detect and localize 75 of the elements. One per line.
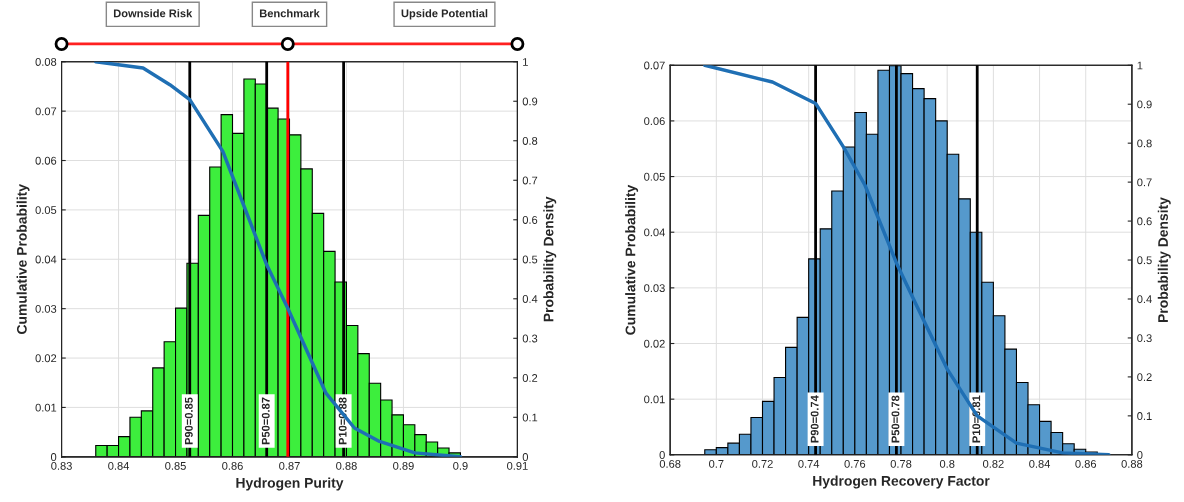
x-tick-label: 0.84 — [1029, 459, 1051, 468]
y2-tick-label: 0 — [522, 453, 529, 461]
y2-axis-title: Probability Density — [543, 196, 557, 322]
ref-line-label: P10=0.81 — [972, 395, 981, 443]
y-tick-label: 0.07 — [644, 61, 665, 70]
y2-tick-label: 1 — [523, 58, 528, 66]
y2-tick-label: 0.6 — [1137, 217, 1152, 226]
x-tick-label: 0.85 — [165, 461, 186, 470]
y2-tick-label: 0.6 — [522, 216, 538, 224]
y2-axis-title: Probability Density — [1157, 197, 1171, 322]
ref-line-label: P90=0.74 — [810, 395, 819, 443]
x-tick-label: 0.86 — [222, 461, 243, 470]
text: Upside Potential — [401, 9, 488, 20]
y2-tick-label: 0.7 — [522, 176, 538, 185]
y-tick-label: 0.08 — [35, 58, 57, 66]
x-tick-label: 0.84 — [108, 461, 130, 470]
x-tick-label: 0.88 — [336, 461, 357, 470]
y2-tick-label: 0.2 — [522, 374, 538, 382]
y2-tick-label: 0.9 — [522, 97, 538, 106]
y-tick-label: 0.02 — [35, 354, 57, 363]
x-tick-label: 0.87 — [279, 461, 300, 470]
x-tick-label: 0.68 — [659, 459, 681, 468]
x-tick-label: 0.72 — [752, 459, 773, 468]
x-tick-label: 0.9 — [453, 461, 468, 470]
y-axis-title: Cumulative Probability — [625, 184, 639, 335]
x-tick-label: 0.91 — [507, 461, 528, 470]
x-tick-label: 0.7 — [709, 459, 724, 468]
y2-tick-label: 0.3 — [522, 334, 538, 343]
x-axis-title: Hydrogen Purity — [236, 477, 344, 491]
y2-tick-label: 1 — [1137, 61, 1143, 70]
text: Benchmark — [259, 9, 320, 18]
y2-tick-label: 0.8 — [1137, 139, 1152, 148]
x-tick-label: 0.82 — [983, 459, 1004, 468]
x-tick-label: 0.76 — [844, 459, 866, 468]
x-tick-label: 0.89 — [393, 461, 414, 470]
x-axis-title: Hydrogen Recovery Factor — [813, 475, 990, 489]
y-tick-label: 0.01 — [35, 403, 57, 412]
y-tick-label: 0.03 — [35, 304, 57, 313]
y-tick-label: 0.05 — [35, 206, 57, 215]
line-series — [94, 61, 463, 457]
x-tick-label: 0.83 — [51, 461, 72, 470]
ref-line-label: P90=0.85 — [184, 397, 193, 445]
x-tick-label: 0.8 — [939, 459, 955, 468]
ref-line-label: P50=0.87 — [261, 397, 270, 445]
y2-tick-label: 0.8 — [522, 137, 538, 145]
x-tick-label: 0.74 — [798, 459, 820, 468]
y-tick-label: 0.07 — [35, 107, 57, 116]
y-tick-label: 0 — [50, 453, 57, 461]
y2-tick-label: 0.2 — [1137, 373, 1152, 382]
y-tick-label: 0.04 — [644, 228, 665, 237]
y2-tick-label: 0.9 — [1137, 100, 1152, 109]
y-tick-label: 0.01 — [644, 395, 665, 404]
y-tick-label: 0.06 — [35, 156, 57, 165]
y-tick-label: 0.02 — [644, 339, 665, 348]
y2-tick-label: 0 — [1137, 451, 1143, 459]
y-tick-label: 0 — [659, 451, 665, 459]
y2-tick-label: 0.5 — [522, 255, 538, 264]
y-tick-label: 0.06 — [644, 117, 665, 126]
text: Downside Risk — [113, 9, 193, 18]
ref-line-label: P50=0.78 — [891, 395, 900, 443]
y-tick-label: 0.04 — [35, 255, 57, 264]
y2-tick-label: 0.4 — [522, 295, 538, 303]
x-tick-label: 0.86 — [1075, 459, 1097, 468]
x-tick-label: 0.88 — [1121, 459, 1143, 468]
x-tick-label: 0.78 — [890, 459, 912, 468]
y2-tick-label: 0.4 — [1137, 295, 1152, 304]
y-axis-title: Cumulative Probability — [16, 184, 30, 334]
y-tick-label: 0.03 — [644, 284, 665, 292]
y-tick-label: 0.05 — [644, 172, 665, 181]
line-series — [703, 65, 1111, 455]
y2-tick-label: 0.1 — [522, 413, 538, 422]
y2-tick-label: 0.1 — [1137, 412, 1152, 420]
y2-tick-label: 0.3 — [1137, 334, 1152, 343]
y2-tick-label: 0.5 — [1137, 256, 1152, 265]
y2-tick-label: 0.7 — [1137, 178, 1152, 187]
